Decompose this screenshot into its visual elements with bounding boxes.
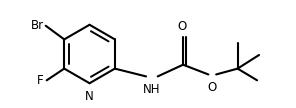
- Text: Br: Br: [31, 19, 44, 32]
- Text: O: O: [178, 20, 187, 33]
- Text: NH: NH: [143, 83, 161, 96]
- Text: O: O: [208, 81, 217, 94]
- Text: F: F: [37, 74, 44, 87]
- Text: N: N: [85, 90, 94, 103]
